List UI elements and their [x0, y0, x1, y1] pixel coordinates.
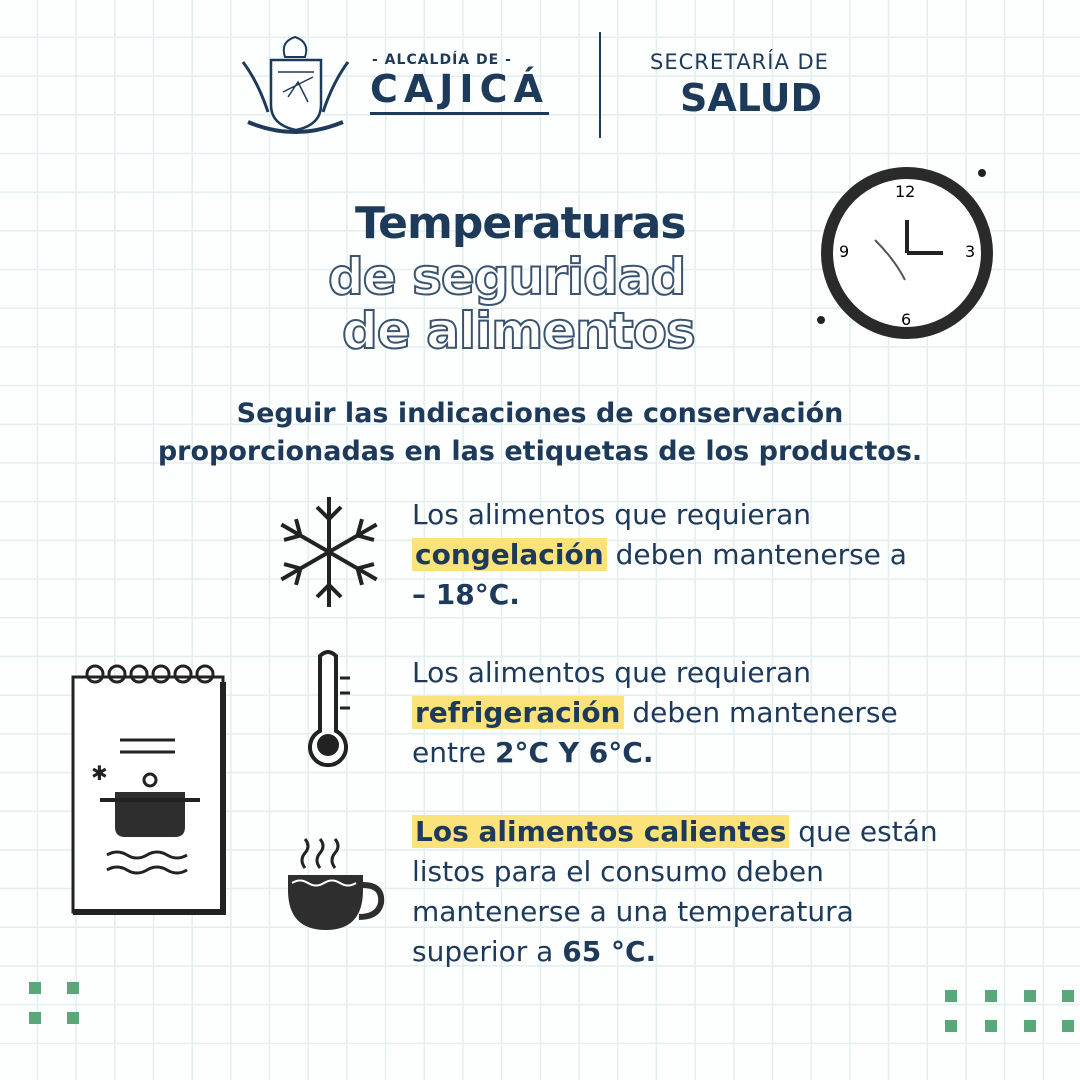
hot-food-info: Los alimentos calientes que están listos…: [412, 812, 938, 972]
thermometer-icon: [308, 650, 350, 768]
decorative-dot: [1024, 990, 1036, 1002]
freezing-temp: – 18°C.: [412, 578, 520, 611]
snowflake-icon: [273, 497, 385, 607]
decorative-dot: [67, 982, 79, 994]
clock-icon: 12 3 6 9: [817, 167, 993, 339]
recipe-notebook-icon: ✱: [71, 664, 226, 915]
svg-text:6: 6: [901, 310, 911, 329]
highlight-calientes: Los alimentos calientes: [412, 815, 790, 848]
decorative-dot: [29, 982, 41, 994]
logo-subtitle: - ALCALDÍA DE -: [372, 52, 512, 68]
svg-text:✱: ✱: [91, 761, 108, 785]
item-text: entre: [412, 736, 495, 769]
decorative-dot: [67, 1012, 79, 1024]
item-text: que están: [789, 815, 938, 848]
title-line-1: Temperaturas: [355, 198, 687, 249]
decorative-dot: [29, 1012, 41, 1024]
item-text: Los alimentos que requieran: [412, 498, 811, 531]
item-text: deben mantenerse a: [606, 538, 907, 571]
lead-line-1: Seguir las indicaciones de conservación: [236, 398, 844, 429]
item-text: deben mantenerse: [623, 696, 898, 729]
secretaria-name: SALUD: [680, 76, 823, 120]
divider: [599, 32, 601, 138]
svg-text:3: 3: [965, 242, 975, 261]
hot-temp: 65 °C.: [562, 935, 657, 968]
decorative-dot: [1062, 990, 1074, 1002]
svg-text:9: 9: [839, 242, 849, 261]
decorative-dot: [985, 1020, 997, 1032]
refrigeration-info: Los alimentos que requieran refrigeració…: [412, 653, 898, 773]
highlight-congelacion: congelación: [412, 538, 607, 571]
secretaria-label: SECRETARÍA DE: [650, 50, 829, 74]
decorative-dot: [1062, 1020, 1074, 1032]
decorative-dot: [945, 1020, 957, 1032]
title-line-2: de seguridad: [327, 247, 687, 307]
hot-cup-icon: [288, 838, 385, 930]
freezing-info: Los alimentos que requieran congelación …: [412, 495, 907, 615]
item-text: listos para el consumo deben: [412, 855, 824, 888]
coat-of-arms-logo: [241, 35, 350, 134]
decorative-dot: [985, 990, 997, 1002]
item-text: Los alimentos que requieran: [412, 656, 811, 689]
svg-text:12: 12: [895, 182, 915, 201]
title-line-3: de alimentos: [341, 301, 697, 361]
logo-title: CAJICÁ: [370, 68, 549, 115]
lead-line-2: proporcionadas en las etiquetas de los p…: [157, 436, 923, 467]
lead-text: Seguir las indicaciones de conservación …: [0, 395, 1080, 471]
decorative-dot: [945, 990, 957, 1002]
highlight-refrigeracion: refrigeración: [412, 696, 624, 729]
item-text: mantenerse a una temperatura: [412, 895, 854, 928]
refrigeration-temp: 2°C Y 6°C.: [494, 736, 654, 769]
decorative-dot: [1024, 1020, 1036, 1032]
item-text: superior a: [412, 935, 563, 968]
